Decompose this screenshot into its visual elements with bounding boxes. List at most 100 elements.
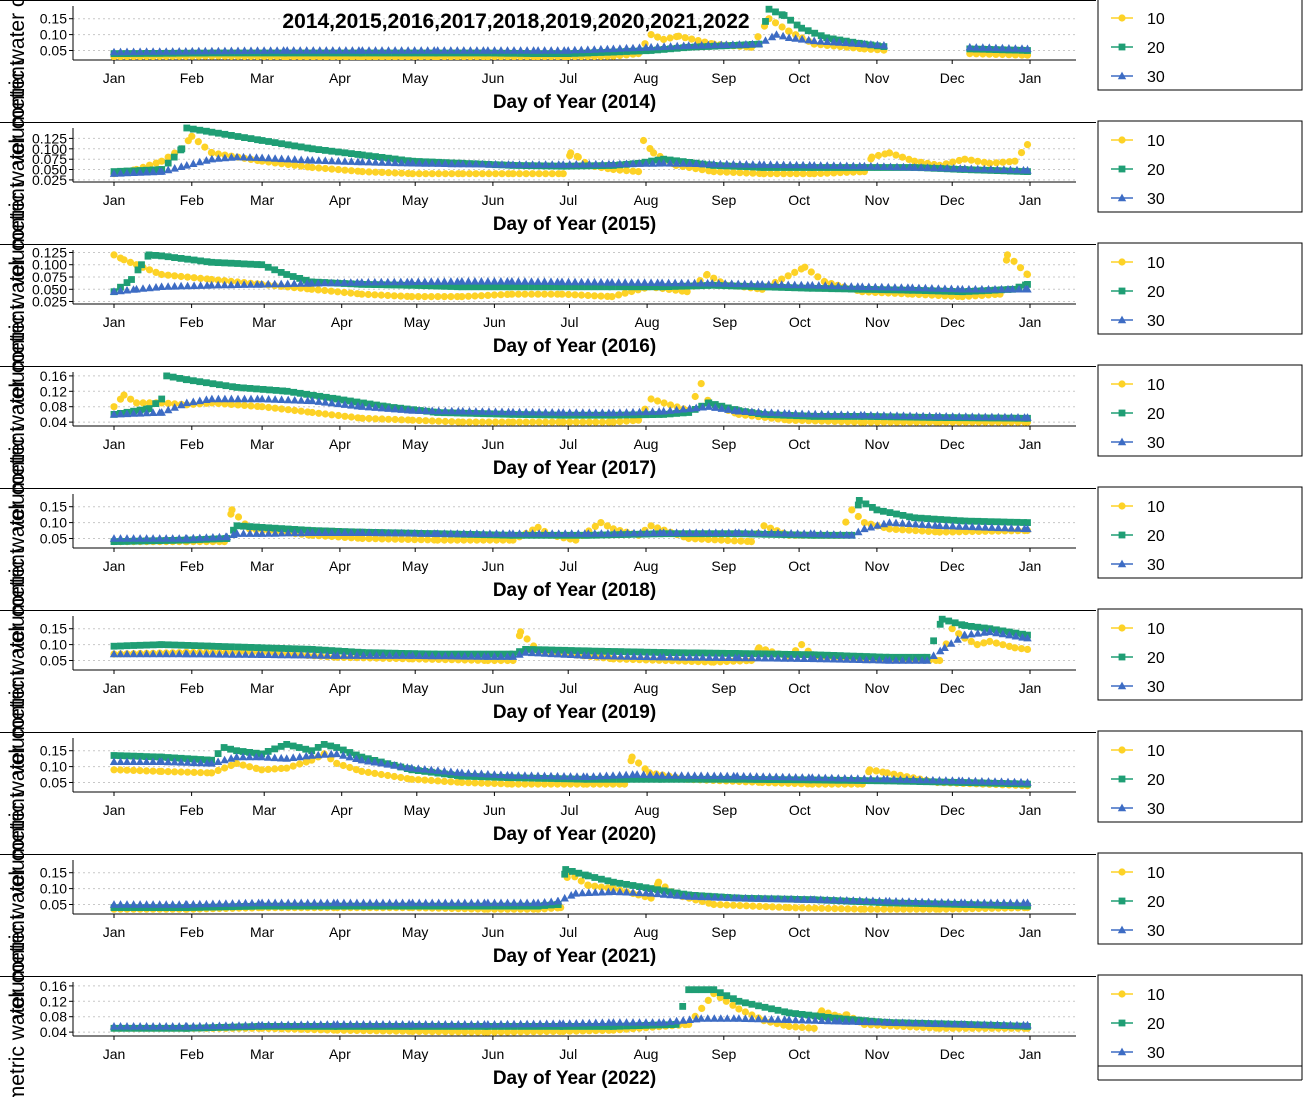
data-point — [335, 46, 344, 54]
data-point — [564, 290, 573, 299]
data-point — [941, 776, 951, 784]
x-tick-label: Jul — [561, 802, 579, 818]
data-point — [584, 291, 592, 300]
data-point — [208, 649, 218, 658]
data-point — [553, 46, 562, 54]
data-point — [622, 1018, 631, 1026]
data-point — [334, 288, 342, 296]
data-point — [270, 753, 279, 762]
data-point — [397, 773, 405, 782]
data-point — [509, 898, 519, 907]
data-point — [866, 774, 875, 783]
data-point — [454, 283, 461, 291]
x-tick-label: Jan — [1019, 558, 1042, 574]
data-point — [886, 905, 895, 913]
data-point — [170, 164, 179, 172]
data-point — [589, 772, 598, 780]
data-point — [860, 905, 869, 913]
data-point — [321, 410, 329, 418]
data-point — [597, 883, 606, 891]
data-point — [604, 48, 611, 56]
x-tick-label: Jan — [103, 680, 126, 696]
data-point — [136, 641, 144, 649]
data-point — [917, 897, 927, 906]
data-point — [411, 536, 419, 544]
data-point — [742, 160, 751, 168]
data-point — [239, 280, 249, 288]
data-point — [734, 406, 744, 415]
data-point — [284, 650, 293, 659]
data-point — [333, 651, 342, 659]
data-point — [440, 766, 449, 775]
data-point — [1016, 264, 1025, 272]
data-point — [810, 895, 819, 903]
data-point — [135, 534, 145, 542]
data-point — [925, 527, 933, 536]
data-point — [171, 272, 179, 280]
x-tick-label: Sep — [712, 314, 737, 330]
data-point — [341, 648, 349, 655]
x-tick-label: Jan — [103, 436, 126, 452]
data-point — [222, 382, 230, 390]
data-point — [284, 898, 293, 907]
data-point — [572, 772, 582, 780]
data-point — [584, 872, 592, 880]
data-point — [647, 30, 655, 39]
data-point — [801, 263, 809, 271]
data-point — [697, 892, 706, 901]
data-point — [688, 35, 696, 43]
data-point — [993, 898, 1002, 907]
data-point — [823, 529, 832, 538]
data-point — [358, 290, 366, 298]
data-point — [303, 390, 311, 398]
legend-label: 30 — [1147, 1045, 1165, 1062]
data-point — [454, 1020, 463, 1028]
data-point — [905, 526, 913, 534]
data-point — [999, 165, 1009, 173]
data-point — [603, 522, 612, 530]
data-point — [207, 280, 216, 289]
data-point — [823, 169, 831, 177]
data-point — [129, 47, 138, 56]
data-point — [421, 651, 430, 660]
data-point — [614, 278, 623, 286]
data-point — [629, 528, 639, 537]
data-point — [321, 646, 329, 654]
data-point — [604, 648, 612, 655]
data-point — [215, 899, 224, 907]
data-point — [648, 775, 656, 783]
data-point — [142, 47, 151, 55]
x-tick-label: May — [402, 680, 428, 696]
x-tick-label: Dec — [940, 436, 965, 452]
data-point — [677, 278, 686, 287]
data-point — [417, 46, 426, 54]
data-point — [842, 655, 851, 663]
data-point — [189, 397, 198, 406]
data-point — [533, 771, 543, 780]
data-point — [540, 780, 549, 788]
data-point — [396, 762, 405, 770]
data-point — [811, 1012, 819, 1020]
data-point — [854, 39, 863, 47]
data-point — [148, 1022, 158, 1030]
data-point — [348, 648, 355, 656]
data-point — [122, 47, 132, 56]
data-point — [604, 884, 612, 892]
data-point — [365, 649, 373, 657]
data-point — [428, 170, 436, 178]
data-point — [698, 402, 707, 411]
x-tick-label: Jun — [482, 680, 505, 696]
data-point — [937, 898, 946, 906]
x-tick-label: Sep — [711, 558, 736, 574]
x-axis-label: Day of Year (2017) — [493, 458, 656, 479]
data-point — [615, 887, 625, 896]
data-point — [472, 529, 482, 537]
data-point — [1023, 166, 1032, 174]
data-point — [348, 46, 357, 54]
data-point — [685, 409, 693, 416]
data-point — [622, 417, 631, 425]
data-point — [616, 775, 623, 783]
data-point — [595, 771, 605, 780]
